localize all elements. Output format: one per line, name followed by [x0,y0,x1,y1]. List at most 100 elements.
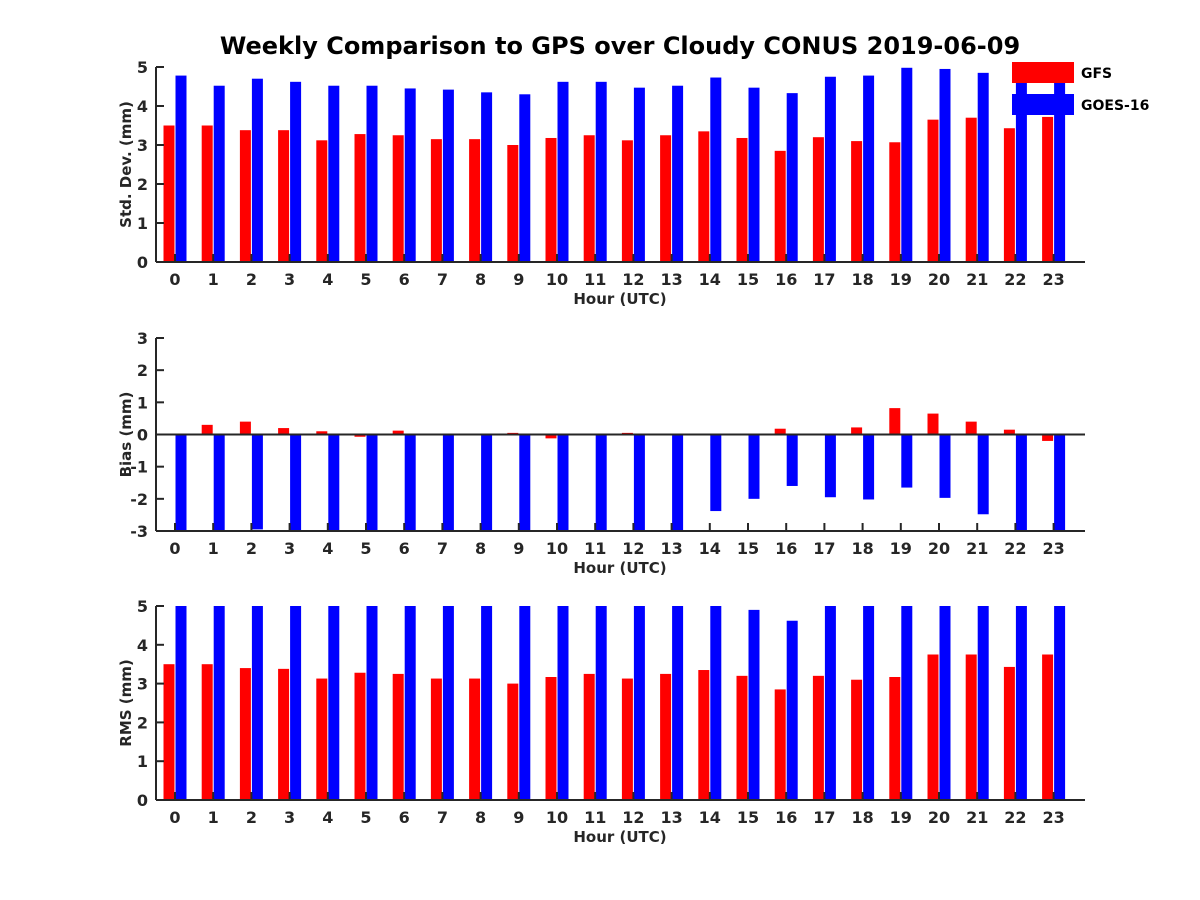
rms-bar-gfs-16 [774,689,786,800]
rms-xtick-label: 16 [775,808,797,827]
std-dev-xtick-label: 10 [546,270,568,289]
rms-bar-goes-16-12 [633,606,645,800]
std-dev-xtick-label: 19 [890,270,912,289]
legend-label-gfs: GFS [1081,66,1112,82]
std-dev-xtick-label: 16 [775,270,797,289]
std-dev-bar-goes-16-0 [175,75,187,262]
std-dev-xtick-label: 14 [699,270,721,289]
std-dev-bar-goes-16-23 [1054,80,1066,263]
rms-ytick-label: 2 [137,713,148,732]
std-dev-bar-goes-16-17 [824,76,836,262]
rms-bar-goes-16-13 [672,606,684,800]
rms-bar-goes-16-18 [863,606,875,800]
rms-bar-goes-16-17 [824,606,836,800]
rms-xtick-label: 11 [584,808,606,827]
std-dev-bar-goes-16-19 [901,67,913,262]
bias-xtick-label: 6 [399,539,410,558]
std-dev-bar-gfs-21 [965,117,977,262]
rms-bar-goes-16-2 [251,606,263,800]
bias-bar-goes-16-22 [1015,434,1027,531]
std-dev-bar-goes-16-3 [290,81,302,262]
legend-swatch-goes-16 [1012,94,1074,115]
rms-bars [163,606,1066,800]
std-dev-xtick-label: 8 [475,270,486,289]
bias-bar-goes-16-10 [557,434,569,531]
std-dev-xtick-label: 18 [851,270,873,289]
rms-ytick-label: 5 [137,597,148,616]
rms-bar-goes-16-0 [175,606,187,800]
legend-label-goes-16: GOES-16 [1081,98,1149,114]
rms-xtick-label: 18 [851,808,873,827]
bias-xtick-label: 3 [284,539,295,558]
std-dev-xtick-label: 9 [513,270,524,289]
std-dev-bar-gfs-11 [583,135,595,262]
bias-bar-gfs-4 [316,431,328,435]
bias-xtick-label: 15 [737,539,759,558]
std-dev-xtick-label: 13 [660,270,682,289]
bias-bar-gfs-3 [278,428,290,435]
std-dev-bar-goes-16-14 [710,77,722,262]
std-dev-bar-goes-16-11 [595,81,607,262]
std-dev-ytick-label: 4 [137,97,148,116]
rms-xtick-label: 7 [437,808,448,827]
bias-bar-goes-16-0 [175,434,187,531]
rms-xtick-label: 2 [246,808,257,827]
bias-bar-gfs-19 [889,408,901,435]
rms-bar-gfs-20 [927,654,939,800]
bias-ytick-label: 0 [137,426,148,445]
bias-bar-goes-16-4 [328,434,340,531]
rms-bar-gfs-9 [507,683,519,800]
std-dev-bar-gfs-18 [851,141,863,262]
bias-xtick-label: 23 [1042,539,1064,558]
bias-y-axis-label: Bias (mm) [117,392,135,478]
rms-xtick-label: 21 [966,808,988,827]
bias-ytick-label: -2 [130,490,148,509]
rms-bar-gfs-10 [545,677,557,800]
bias-ytick-label: -1 [130,458,148,477]
std-dev-xtick-label: 15 [737,270,759,289]
std-dev-bar-goes-16-8 [481,92,493,262]
rms-xtick-label: 5 [360,808,371,827]
rms-xtick-label: 14 [699,808,721,827]
std-dev-bar-gfs-19 [889,142,901,262]
rms-xtick-label: 0 [169,808,180,827]
std-dev-xtick-label: 12 [622,270,644,289]
rms-bar-gfs-5 [354,672,366,800]
std-dev-ytick-label: 1 [137,214,148,233]
rms-xtick-label: 19 [890,808,912,827]
bias-bar-gfs-5 [354,434,366,437]
rms-bar-gfs-3 [278,668,290,800]
bias-bar-goes-16-5 [366,434,378,531]
rms-xtick-label: 6 [399,808,410,827]
std-dev-bar-gfs-20 [927,119,939,263]
bias-xtick-label: 7 [437,539,448,558]
bias-bar-goes-16-17 [824,434,836,498]
bias-bar-gfs-21 [965,421,977,435]
std-dev-xtick-label: 3 [284,270,295,289]
bias-bar-gfs-20 [927,413,939,435]
bias-ytick-label: 3 [137,329,148,348]
std-dev-bar-goes-16-18 [863,75,875,262]
bias-bar-goes-16-13 [672,434,684,531]
rms-bar-gfs-8 [469,678,481,800]
bias-bar-gfs-22 [1003,429,1015,435]
bias-ytick-label: 2 [137,361,148,380]
legend-swatch-gfs [1012,62,1074,83]
std-dev-xtick-label: 1 [208,270,219,289]
std-dev-bar-goes-16-13 [672,85,684,262]
rms-bar-goes-16-8 [481,606,493,800]
bias-bar-goes-16-1 [213,434,225,531]
std-dev-bar-gfs-23 [1042,116,1054,262]
bias-ytick-label: -3 [130,522,148,541]
std-dev-ytick-label: 0 [137,253,148,272]
bias-bar-gfs-16 [774,428,786,435]
rms-xtick-label: 12 [622,808,644,827]
std-dev-bar-gfs-14 [698,131,710,262]
legend: GFS GOES-16 [1012,62,1149,115]
bias-bar-goes-16-3 [290,434,302,531]
std-dev-xtick-label: 21 [966,270,988,289]
std-dev-bar-gfs-7 [430,139,442,262]
rms-xtick-label: 3 [284,808,295,827]
